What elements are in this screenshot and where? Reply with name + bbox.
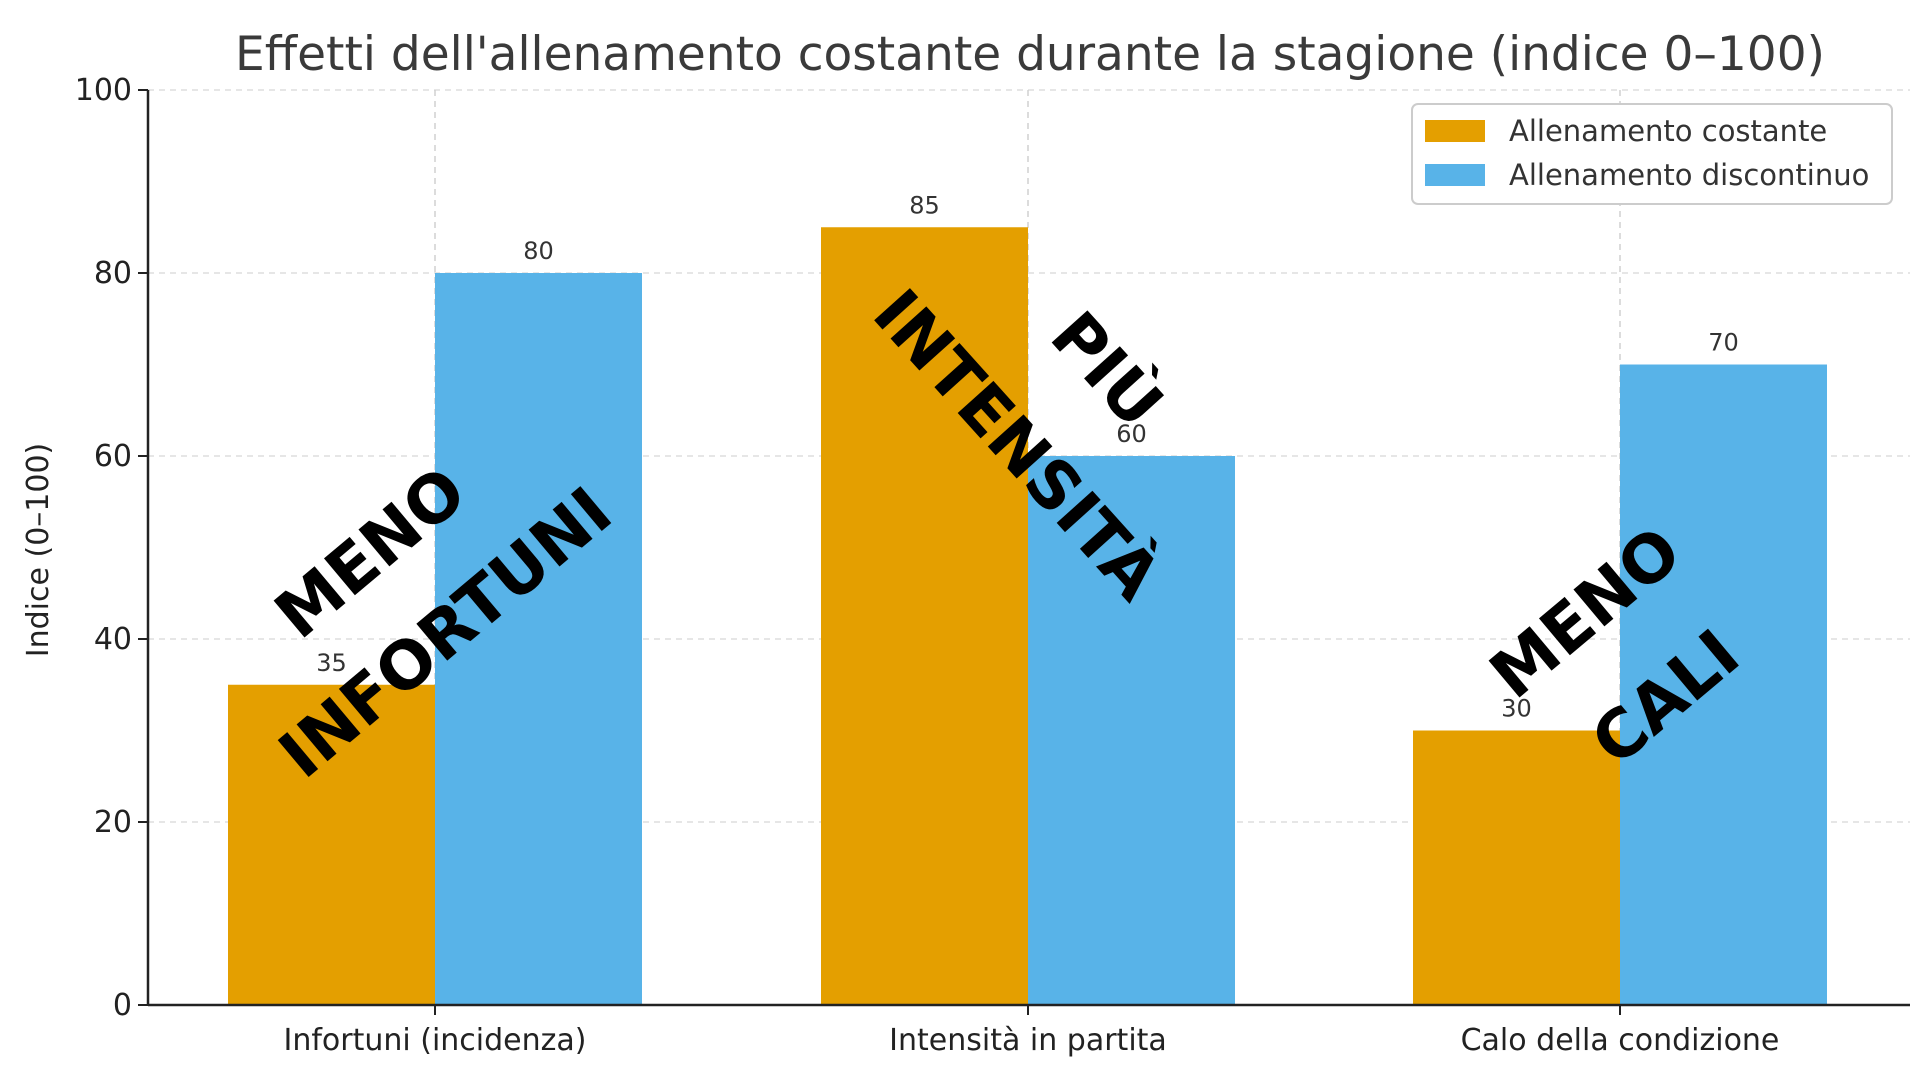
data-label-discontinuo: 70 <box>1708 329 1739 357</box>
legend-swatch-discontinuo <box>1425 164 1485 186</box>
legend-swatch-costante <box>1425 120 1485 142</box>
y-tick-label: 80 <box>94 256 132 291</box>
y-tick-label: 40 <box>94 622 132 657</box>
y-tick-label: 60 <box>94 439 132 474</box>
data-label-costante: 30 <box>1501 695 1532 723</box>
data-label-discontinuo: 60 <box>1116 420 1147 448</box>
annotation-piu: PIÙ <box>1036 297 1178 443</box>
x-tick-label: Intensità in partita <box>889 1023 1167 1058</box>
y-ticks: 0 20 40 60 80 100 <box>75 73 148 1023</box>
y-tick-label: 20 <box>94 805 132 840</box>
bars-group <box>228 227 1827 1005</box>
bar-costante <box>1413 730 1620 1005</box>
bar-discontinuo <box>1028 456 1235 1005</box>
chart-title: Effetti dell'allenamento costante durant… <box>235 27 1825 82</box>
x-tick-label: Calo della condizione <box>1461 1023 1780 1058</box>
bar-discontinuo <box>1620 364 1827 1005</box>
bar-costante <box>228 684 435 1005</box>
y-tick-label: 0 <box>113 988 132 1023</box>
x-tick-label: Infortuni (incidenza) <box>283 1023 586 1058</box>
data-label-costante: 35 <box>316 649 347 677</box>
legend-box <box>1411 103 1893 205</box>
x-ticks: Infortuni (incidenza) Intensità in partit… <box>283 1005 1779 1058</box>
y-axis-label: Indice (0–100) <box>21 443 56 657</box>
y-tick-label: 100 <box>75 73 132 108</box>
legend-label-discontinuo: Allenamento discontinuo <box>1509 158 1869 192</box>
bar-costante <box>821 227 1028 1005</box>
bar-discontinuo <box>435 273 642 1005</box>
data-label-costante: 85 <box>909 191 940 219</box>
legend: Allenamento costante Allenamento discont… <box>1411 103 1893 205</box>
legend-label-costante: Allenamento costante <box>1509 114 1827 148</box>
data-labels: 35 85 30 80 60 70 <box>316 191 1739 722</box>
data-label-discontinuo: 80 <box>523 237 554 265</box>
